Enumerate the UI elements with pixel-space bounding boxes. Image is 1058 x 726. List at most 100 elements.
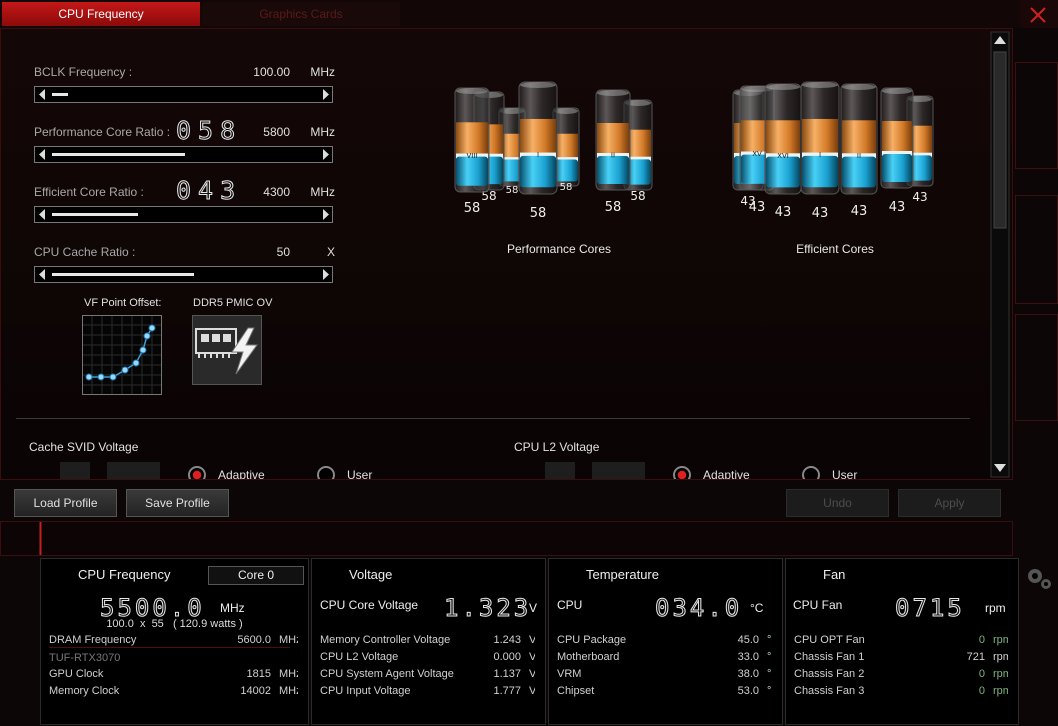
row-label: CPU System Agent Voltage bbox=[320, 668, 454, 680]
battery-cap bbox=[597, 90, 629, 96]
row-value: 1.777 bbox=[493, 685, 521, 697]
row-label: CPU OPT Fan bbox=[794, 634, 865, 646]
row-label: Chipset bbox=[557, 685, 595, 697]
detail: 100.0 x 55 ( 120.9 watts ) bbox=[106, 618, 243, 630]
battery-band bbox=[456, 153, 488, 159]
battery-base bbox=[597, 156, 629, 184]
button[interactable]: Save Profile bbox=[126, 489, 229, 517]
row-label: GPU Clock bbox=[49, 668, 104, 680]
battery-band bbox=[520, 152, 556, 158]
battery-cap bbox=[625, 100, 651, 106]
close-icon[interactable] bbox=[1030, 7, 1046, 23]
row-unit: °C bbox=[767, 668, 772, 680]
setting-unit: MHz bbox=[310, 185, 335, 199]
setting-unit: MHz bbox=[310, 125, 335, 139]
row-label: CPU Package bbox=[557, 634, 627, 646]
voltage-label: Cache SVID Voltage bbox=[29, 440, 139, 454]
radio[interactable] bbox=[802, 466, 820, 479]
core-value: 43 bbox=[812, 206, 829, 221]
tab[interactable]: Graphics Cards bbox=[202, 2, 400, 26]
row-value: 0 bbox=[978, 634, 985, 646]
row-value: 1815 bbox=[246, 668, 271, 680]
core-label: XVI bbox=[777, 152, 789, 160]
row-unit: rpm bbox=[993, 685, 1008, 697]
setting-label: CPU Cache Ratio : bbox=[34, 245, 136, 259]
setting-value: 4300 bbox=[263, 185, 290, 199]
main-value: 1.323 bbox=[443, 594, 532, 623]
main-value: 5500.0 bbox=[100, 594, 205, 623]
side-box bbox=[1015, 314, 1058, 421]
row-label: Memory Controller Voltage bbox=[320, 634, 451, 646]
button[interactable]: Apply bbox=[898, 489, 1001, 517]
battery-cap bbox=[766, 84, 800, 90]
radio-label: Adaptive bbox=[703, 468, 750, 479]
radio[interactable] bbox=[188, 466, 206, 479]
battery-band bbox=[802, 152, 838, 158]
core-value: 43 bbox=[749, 200, 766, 215]
slider[interactable] bbox=[34, 86, 333, 103]
main-unit: °C bbox=[750, 601, 764, 615]
radio[interactable] bbox=[317, 466, 335, 479]
button[interactable]: Undo bbox=[786, 489, 889, 517]
main-value: 0715 bbox=[895, 594, 965, 623]
settings-gear[interactable] bbox=[1028, 569, 1051, 589]
main-unit: rpm bbox=[985, 601, 1006, 615]
voltage-label: CPU L2 Voltage bbox=[514, 440, 600, 454]
slider[interactable] bbox=[34, 206, 333, 223]
row-label: CPU Input Voltage bbox=[320, 685, 411, 697]
core-label: VIII bbox=[467, 152, 478, 160]
group-title: Efficient Cores bbox=[796, 242, 874, 256]
battery-band bbox=[625, 156, 651, 162]
row-unit: rpm bbox=[993, 668, 1008, 680]
radio[interactable] bbox=[673, 466, 691, 479]
battery-base bbox=[456, 156, 488, 186]
setting-unit: MHz bbox=[310, 65, 335, 79]
battery-band bbox=[766, 153, 800, 159]
monitor-panel bbox=[785, 558, 1019, 725]
main-label: CPU Fan bbox=[793, 598, 843, 612]
core-label: I bbox=[819, 151, 821, 159]
row-label: CPU L2 Voltage bbox=[320, 651, 399, 663]
row-unit: rpm bbox=[993, 651, 1008, 663]
row-value: 0 bbox=[978, 668, 985, 680]
row-value: 33.0 bbox=[737, 651, 759, 663]
monitor-panel bbox=[548, 558, 783, 725]
row-heading: TUF-RTX3070 bbox=[49, 652, 121, 664]
battery-charge bbox=[456, 122, 488, 156]
row-unit: °C bbox=[767, 651, 772, 663]
monitor-title: Temperature bbox=[586, 567, 659, 582]
row-unit: MHz bbox=[279, 685, 298, 697]
battery-cap bbox=[554, 108, 578, 114]
setting-label: Efficient Core Ratio : bbox=[34, 185, 144, 199]
row-unit: V bbox=[529, 651, 535, 663]
core-selector[interactable]: Core 0 bbox=[208, 566, 304, 585]
battery-base bbox=[554, 159, 578, 182]
row-value: 53.0 bbox=[737, 685, 759, 697]
battery-band bbox=[882, 151, 912, 156]
scroll-thumb[interactable] bbox=[993, 51, 1007, 229]
radio-label: User bbox=[832, 468, 858, 479]
tab[interactable]: CPU Frequency bbox=[2, 2, 200, 26]
pmic-icon[interactable] bbox=[192, 315, 262, 385]
core-value: 58 bbox=[605, 200, 622, 215]
voltage-area: Cache SVID Voltage Adaptive User CPU L2 Vol… bbox=[0, 430, 1000, 479]
battery-base bbox=[802, 155, 838, 188]
row-unit: V bbox=[529, 668, 535, 680]
battery-band bbox=[842, 153, 876, 159]
battery-base bbox=[500, 159, 524, 182]
battery-charge bbox=[802, 118, 838, 155]
row-value: 0 bbox=[978, 685, 985, 697]
core-label: II bbox=[611, 152, 615, 160]
setting-label: BCLK Frequency : bbox=[34, 65, 133, 79]
side-box bbox=[1015, 62, 1058, 169]
main-label: CPU bbox=[557, 598, 583, 612]
setting-value: 100.00 bbox=[253, 65, 290, 79]
vf-icon[interactable] bbox=[82, 315, 162, 395]
input-box bbox=[107, 462, 160, 479]
core-value: 58 bbox=[506, 185, 519, 196]
row-unit: °C bbox=[767, 685, 772, 697]
setting-label: Performance Core Ratio : bbox=[34, 125, 171, 139]
button[interactable]: Load Profile bbox=[14, 489, 117, 517]
side-box bbox=[1015, 195, 1058, 304]
